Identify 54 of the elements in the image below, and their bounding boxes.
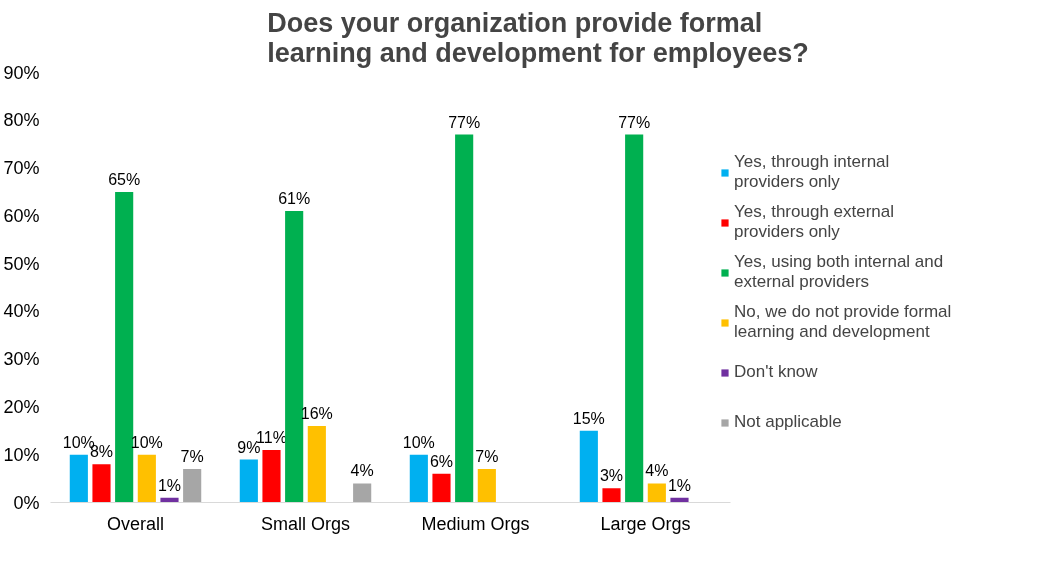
bar: [477, 469, 496, 503]
data-label: 7%: [475, 448, 499, 466]
bar: [647, 483, 666, 503]
x-tick-label: Large Orgs: [600, 513, 691, 534]
bar: [239, 459, 258, 503]
bar: [69, 454, 88, 503]
y-tick-label: 40%: [3, 301, 40, 322]
data-label: 1%: [157, 476, 182, 494]
y-tick-label: 50%: [3, 253, 40, 274]
y-tick-label: 70%: [3, 158, 40, 179]
y-tick-label: 30%: [3, 349, 40, 370]
bar: [625, 134, 644, 503]
data-label: 1%: [667, 476, 692, 494]
data-label: 15%: [572, 409, 605, 427]
bar: [432, 473, 451, 503]
y-tick-label: 20%: [3, 396, 40, 417]
bar: [409, 454, 428, 503]
bar: [92, 464, 111, 503]
y-tick-label: 80%: [3, 110, 40, 131]
data-label: 3%: [599, 467, 624, 485]
bar: [137, 454, 156, 503]
x-tick-label: Medium Orgs: [421, 513, 530, 534]
data-label: 9%: [237, 438, 261, 456]
bar: [455, 134, 474, 503]
legend-label: Yes, using both internal and external providers: [734, 252, 944, 292]
data-label: 65%: [108, 170, 141, 188]
y-tick-label: 10%: [3, 444, 40, 465]
legend-label: Yes, through external providers only: [734, 202, 895, 242]
data-label: 77%: [448, 113, 481, 131]
bar: [262, 449, 281, 503]
legend-label: Don't know: [734, 361, 818, 383]
x-tick-label: Small Orgs: [260, 513, 351, 534]
bar: [183, 469, 202, 503]
legend-label: Yes, through internal providers only: [734, 152, 890, 192]
data-label: 61%: [278, 190, 311, 208]
bar: [307, 426, 326, 503]
bar: [353, 483, 372, 503]
data-label: 4%: [645, 462, 669, 480]
data-label: 10%: [402, 433, 435, 451]
bar: [115, 191, 134, 503]
data-label: 77%: [618, 113, 651, 131]
y-tick-label: 60%: [3, 205, 40, 226]
y-tick-label: 0%: [13, 492, 40, 513]
bar: [285, 211, 304, 503]
bar: [602, 488, 621, 503]
legend-label: No, we do not provide formal learning and development: [734, 302, 952, 342]
y-tick-label: 90%: [3, 62, 40, 83]
data-label: 7%: [180, 448, 204, 466]
data-label: 4%: [350, 462, 374, 480]
legend-label: Not applicable: [734, 411, 842, 433]
x-tick-label: Overall: [106, 513, 165, 534]
data-label: 6%: [429, 452, 454, 470]
bar: [579, 430, 598, 503]
chart-title: Does your organization provide formal learning and development for employees?: [267, 7, 809, 68]
